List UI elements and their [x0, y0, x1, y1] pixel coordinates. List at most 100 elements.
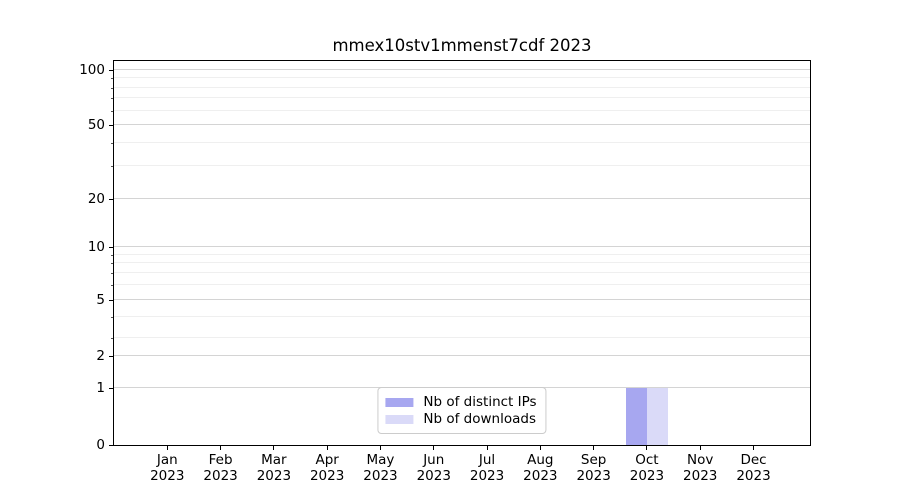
- month-name: Oct: [635, 452, 659, 468]
- y-gridline-2: [114, 354, 810, 356]
- legend: Nb of distinct IPs Nb of downloads: [377, 387, 547, 434]
- y-minor-tick-3: [111, 337, 113, 339]
- y-tick-1: [109, 388, 113, 390]
- y-tick-50: [109, 125, 113, 127]
- month-year: 2023: [363, 468, 398, 484]
- y-minor-tick-8: [111, 262, 113, 264]
- y-minor-tick-30: [111, 165, 113, 167]
- x-tick-dec: [753, 446, 754, 450]
- month-year: 2023: [469, 468, 505, 484]
- x-tick-jul: [486, 446, 488, 450]
- month-year: 2023: [629, 468, 665, 484]
- y-minor-tick-40: [111, 143, 113, 145]
- x-tick-apr: [326, 446, 328, 450]
- y-tick-5: [109, 299, 113, 301]
- y-minor-tick-6: [111, 284, 113, 286]
- y-minor-tick-60: [111, 110, 113, 112]
- x-tick-sep: [593, 446, 595, 450]
- x-tick-aug: [539, 446, 541, 450]
- month-name: Feb: [208, 452, 233, 468]
- month-name: May: [366, 452, 395, 468]
- y-gridline-minor-6: [114, 283, 810, 285]
- y-tick-label-1: 1: [96, 380, 105, 397]
- month-year: 2023: [416, 468, 451, 484]
- legend-entry-distinct-ips: Nb of distinct IPs: [385, 394, 537, 410]
- x-tick-label-sep: Sep 2023: [562, 452, 626, 484]
- y-tick-2: [109, 355, 113, 357]
- x-tick-label-dec: Dec 2023: [722, 452, 786, 484]
- month-name: Jan: [156, 452, 178, 468]
- y-minor-tick-4: [111, 317, 113, 319]
- legend-label-distinct-ips: Nb of distinct IPs: [423, 394, 537, 410]
- x-tick-jun: [433, 446, 435, 450]
- y-tick-label-50: 50: [87, 117, 105, 134]
- month-year: 2023: [309, 468, 345, 484]
- y-tick-100: [109, 69, 113, 71]
- y-tick-0: [109, 445, 113, 446]
- y-gridline-minor-8: [114, 261, 810, 263]
- y-gridline-50: [114, 124, 810, 126]
- x-tick-label-jul: Jul 2023: [455, 452, 519, 484]
- y-gridline-minor-70: [114, 96, 810, 98]
- month-year: 2023: [203, 468, 238, 484]
- y-gridline-minor-80: [114, 86, 810, 88]
- x-tick-feb: [220, 446, 222, 450]
- x-tick-label-may: May 2023: [348, 452, 412, 484]
- y-gridline-minor-60: [114, 109, 810, 111]
- y-tick-10: [109, 246, 113, 248]
- y-gridline-10: [114, 245, 810, 247]
- y-gridline-minor-7: [114, 271, 810, 273]
- y-gridline-minor-30: [114, 164, 810, 166]
- legend-label-downloads: Nb of downloads: [423, 411, 536, 427]
- y-tick-label-100: 100: [79, 61, 105, 78]
- y-tick-label-5: 5: [96, 291, 105, 308]
- month-year: 2023: [150, 468, 185, 484]
- month-year: 2023: [576, 468, 611, 484]
- x-tick-label-nov: Nov 2023: [668, 452, 732, 484]
- y-tick-label-0: 0: [96, 437, 105, 453]
- month-year: 2023: [256, 468, 292, 484]
- y-gridline-20: [114, 197, 810, 199]
- month-name: Mar: [261, 452, 287, 468]
- month-name: Aug: [527, 452, 554, 468]
- x-tick-label-oct: Oct 2023: [615, 452, 679, 484]
- plot-area: Nb of distinct IPs Nb of downloads: [113, 60, 811, 446]
- y-minor-tick-9: [111, 254, 113, 256]
- y-minor-tick-80: [111, 87, 113, 89]
- month-name: Sep: [580, 452, 607, 468]
- x-tick-label-feb: Feb 2023: [189, 452, 253, 484]
- month-year: 2023: [523, 468, 558, 484]
- y-gridline-minor-40: [114, 142, 810, 144]
- y-gridline-minor-4: [114, 316, 810, 318]
- y-gridline-minor-9: [114, 253, 810, 255]
- y-gridline-100: [114, 68, 810, 70]
- chart-title: mmex10stv1mmenst7cdf 2023: [332, 36, 592, 55]
- y-minor-tick-70: [111, 97, 113, 99]
- y-tick-label-20: 20: [87, 190, 105, 207]
- legend-swatch-downloads: [385, 414, 414, 424]
- month-name: Apr: [315, 452, 339, 468]
- y-gridline-minor-3: [114, 336, 810, 338]
- y-minor-tick-7: [111, 272, 113, 274]
- bar-oct-distinct-ips: [625, 388, 647, 445]
- month-name: Jun: [423, 452, 445, 468]
- bar-oct-downloads: [646, 388, 669, 445]
- month-name: Dec: [740, 452, 767, 468]
- x-tick-mar: [273, 446, 275, 450]
- x-tick-label-apr: Apr 2023: [295, 452, 359, 484]
- y-minor-tick-90: [111, 77, 113, 79]
- month-name: Nov: [687, 452, 714, 468]
- y-tick-label-10: 10: [87, 238, 105, 255]
- y-tick-20: [109, 198, 113, 200]
- y-gridline-minor-90: [114, 76, 810, 78]
- legend-swatch-distinct-ips: [385, 397, 414, 407]
- month-name: Jul: [478, 452, 496, 468]
- x-tick-label-aug: Aug 2023: [508, 452, 572, 484]
- legend-entry-downloads: Nb of downloads: [385, 411, 536, 427]
- month-year: 2023: [683, 468, 718, 484]
- x-tick-may: [379, 446, 381, 450]
- x-tick-oct: [646, 446, 648, 450]
- y-tick-label-2: 2: [96, 347, 105, 364]
- y-gridline-5: [114, 298, 810, 300]
